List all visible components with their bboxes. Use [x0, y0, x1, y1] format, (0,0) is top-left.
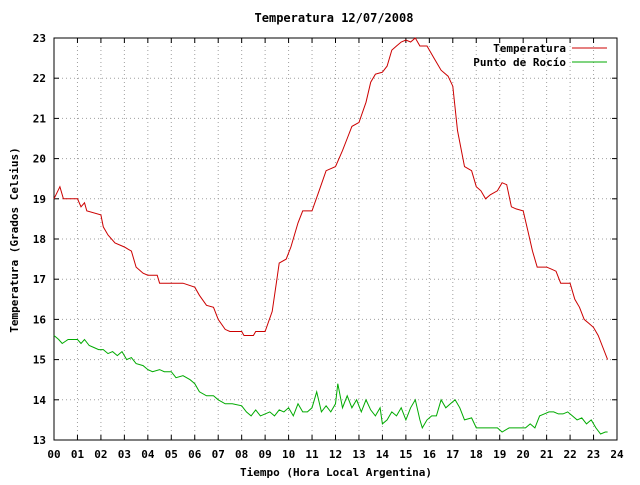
- y-tick-label: 20: [33, 153, 46, 166]
- series-layer: [53, 37, 609, 435]
- y-tick-label: 18: [33, 233, 46, 246]
- x-tick-label: 18: [470, 448, 483, 461]
- x-tick-label: 03: [118, 448, 131, 461]
- grid-layer: [54, 38, 617, 440]
- x-tick-label: 17: [446, 448, 459, 461]
- series-line-punto-de-rocio: [53, 335, 608, 435]
- y-tick-label: 14: [33, 394, 47, 407]
- y-tick-label: 13: [33, 434, 46, 447]
- series-line-temperatura: [53, 37, 609, 360]
- chart-title: Temperatura 12/07/2008: [255, 11, 414, 25]
- x-tick-label: 22: [563, 448, 576, 461]
- legend-label: Punto de Rocío: [473, 56, 566, 69]
- x-tick-label: 20: [517, 448, 530, 461]
- y-tick-label: 21: [33, 112, 47, 125]
- y-tick-label: 22: [33, 72, 46, 85]
- y-tick-label: 19: [33, 193, 46, 206]
- y-tick-label: 16: [33, 313, 47, 326]
- x-tick-label: 04: [141, 448, 155, 461]
- x-tick-label: 21: [540, 448, 554, 461]
- x-tick-label: 12: [329, 448, 342, 461]
- x-tick-label: 11: [305, 448, 319, 461]
- x-tick-label: 02: [94, 448, 107, 461]
- x-tick-label: 24: [610, 448, 624, 461]
- x-tick-label: 10: [282, 448, 295, 461]
- x-tick-label: 13: [352, 448, 365, 461]
- x-tick-label: 09: [259, 448, 272, 461]
- x-tick-label: 16: [423, 448, 437, 461]
- x-axis-label: Tiempo (Hora Local Argentina): [240, 466, 432, 479]
- legend-label: Temperatura: [493, 42, 566, 55]
- x-tick-label: 05: [165, 448, 178, 461]
- x-tick-label: 07: [212, 448, 225, 461]
- x-tick-label: 23: [587, 448, 600, 461]
- axes-layer: 00 01 02 03 04 05 06 07 08 09 10 11 12 13 14 15 16 17 18 19…: [33, 32, 624, 461]
- y-axis-label: Temperatura (Grados Celsius): [8, 147, 21, 332]
- y-tick-label: 23: [33, 32, 46, 45]
- y-tick-label: 15: [33, 354, 46, 367]
- x-tick-label: 01: [71, 448, 85, 461]
- y-tick-label: 17: [33, 273, 46, 286]
- x-tick-label: 14: [376, 448, 390, 461]
- x-tick-label: 08: [235, 448, 248, 461]
- x-tick-label: 19: [493, 448, 506, 461]
- x-tick-label: 00: [47, 448, 60, 461]
- x-tick-label: 06: [188, 448, 202, 461]
- x-tick-label: 15: [399, 448, 412, 461]
